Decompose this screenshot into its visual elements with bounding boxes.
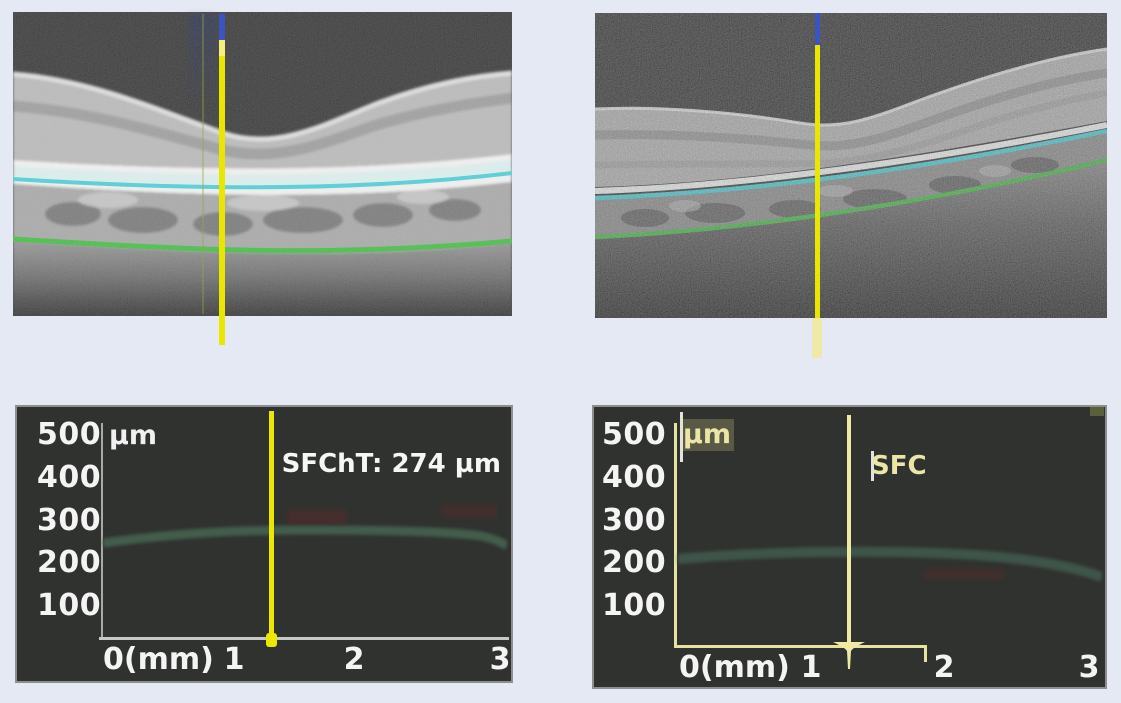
measurement-cursor-line[interactable] <box>269 411 274 637</box>
y-axis-line <box>101 423 103 639</box>
x-axis-tick-label: 2 <box>343 642 365 677</box>
x-axis-tick-label: 1 <box>223 642 245 677</box>
x-axis-line <box>99 637 509 640</box>
corner-artifact <box>1090 407 1104 416</box>
oct-bscan-left-viewport[interactable] <box>13 12 512 345</box>
y-axis-tick-label: 200 <box>37 545 102 580</box>
y-axis-unit-label: µm <box>680 419 735 451</box>
text-caret <box>871 451 874 481</box>
text-caret <box>680 412 683 462</box>
x-axis-end-tick <box>924 645 927 662</box>
scan-marker-top-icon <box>815 13 820 45</box>
measurement-cursor-line[interactable] <box>847 415 851 643</box>
oct-bscan-right-viewport[interactable] <box>595 13 1107 358</box>
y-axis-tick-label: 500 <box>37 417 102 452</box>
secondary-scan-line <box>202 14 204 314</box>
y-axis-tick-label: 100 <box>602 588 667 623</box>
y-axis-tick-label: 100 <box>37 588 102 623</box>
measure-line-right-oct[interactable] <box>815 45 820 318</box>
y-axis-tick-label: 200 <box>602 545 667 580</box>
thickness-profile-trace <box>103 525 507 550</box>
trace-artifact <box>287 510 347 524</box>
y-axis-unit-field[interactable]: µm <box>680 412 735 462</box>
oct-bscan-left-image <box>13 12 512 316</box>
x-axis-tick-label: 3 <box>1078 650 1100 685</box>
x-axis-line <box>674 645 927 648</box>
thickness-annotation: SFChT: 274 µm <box>281 449 501 479</box>
y-axis-tick-label: 300 <box>37 503 102 538</box>
y-axis-tick-label: 400 <box>602 460 667 495</box>
y-axis-tick-label: 400 <box>37 460 102 495</box>
measurement-cursor-funnel <box>833 642 865 669</box>
image-noise-dark <box>595 13 1107 318</box>
scan-marker-top-icon <box>219 14 225 40</box>
x-axis-tick-label: 0(mm) <box>103 642 214 677</box>
thickness-profile-trace <box>678 546 1102 582</box>
thickness-annotation-field[interactable]: SFC <box>871 451 927 481</box>
oct-bscan-right-image <box>595 13 1107 318</box>
thickness-annotation: SFC <box>871 451 927 481</box>
y-axis-tick-label: 500 <box>602 417 667 452</box>
measure-line-cap <box>219 40 225 58</box>
thickness-plot-left: 500 400 300 200 100 µm 0(mm) 1 2 3 SFChT… <box>15 405 513 683</box>
y-axis-tick-label: 300 <box>602 503 667 538</box>
x-axis-tick-label: 0(mm) <box>679 650 790 685</box>
y-axis-unit-label: µm <box>109 420 158 451</box>
marker-shadow-artifact <box>189 14 215 109</box>
measure-line-left-oct[interactable] <box>219 56 225 345</box>
trace-artifact <box>442 505 497 517</box>
trace-artifact <box>924 569 1004 579</box>
y-axis-line <box>674 423 677 646</box>
measurement-cursor-tip <box>266 633 277 647</box>
x-axis-tick-label: 2 <box>933 650 955 685</box>
measure-line-stub <box>812 318 822 358</box>
thickness-plot-right: 500 400 300 200 100 µm 0(mm) 1 2 3 SFC <box>592 405 1107 689</box>
x-axis-tick-label: 1 <box>800 650 822 685</box>
x-axis-tick-label: 3 <box>489 642 511 677</box>
image-noise <box>13 12 512 316</box>
